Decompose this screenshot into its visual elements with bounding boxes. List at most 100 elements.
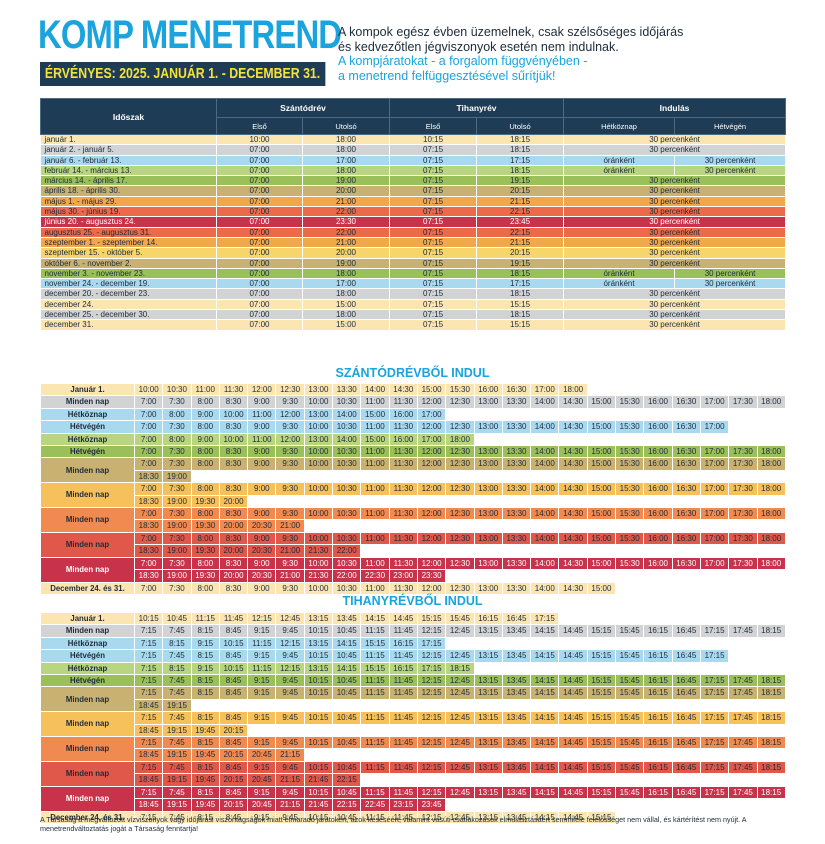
empty-cell — [756, 611, 786, 626]
intro-line: a menetrend felfüggesztésével sűrítjük! — [338, 68, 556, 83]
departure-time: 9:15 — [247, 649, 277, 663]
departure-time: 12:15 — [275, 661, 305, 676]
empty-cell — [558, 469, 588, 484]
tihany-last-cell: 18:15 — [476, 288, 565, 300]
departure-time: 10:45 — [332, 649, 362, 663]
departure-time: 13:30 — [501, 482, 532, 496]
departure-time: 12:00 — [416, 581, 447, 595]
departure-time: 19:15 — [162, 798, 192, 812]
period-cell: december 20. - december 23. — [40, 288, 217, 300]
departure-time: 9:15 — [247, 686, 277, 700]
departure-time: 10:15 — [303, 736, 334, 750]
empty-cell — [247, 723, 277, 738]
szantod-first-cell: 07:00 — [216, 175, 303, 187]
departure-time: 10:00 — [303, 457, 334, 471]
departure-time: 10:45 — [162, 611, 192, 626]
empty-cell — [558, 723, 588, 738]
departure-time: 10:30 — [332, 531, 362, 546]
empty-cell — [275, 469, 305, 484]
departure-time: 7:45 — [162, 760, 192, 775]
period-cell: március 14. - április 17. — [40, 175, 217, 187]
empty-cell — [586, 661, 617, 676]
departure-time: 13:30 — [501, 457, 532, 471]
empty-cell — [756, 748, 786, 762]
departure-time: 15:45 — [615, 624, 645, 638]
day-type-label: Minden nap — [40, 556, 135, 583]
schedule-row: december 24. 07:00 15:00 07:15 15:15 30 perce… — [40, 299, 787, 311]
empty-cell — [728, 798, 758, 812]
timetable-row: Minden nap 7:00 7:30 8:00 8:30 9:00 9:30 10:00 1… — [40, 556, 786, 583]
empty-cell — [615, 773, 645, 787]
szantod-last-cell: 19:00 — [302, 258, 391, 269]
frequency-cell: 30 percenként — [563, 216, 787, 228]
departure-time: 12:00 — [416, 445, 447, 459]
departure-time: 12:30 — [445, 420, 475, 434]
empty-cell — [615, 661, 645, 676]
departure-time: 13:00 — [473, 420, 503, 434]
frequency-cell: 30 percenként — [563, 258, 787, 269]
szantod-last-cell: 20:00 — [302, 247, 391, 259]
departure-time: 10:15 — [303, 711, 334, 725]
departure-time: 16:30 — [671, 556, 701, 571]
tihany-last-cell: 18:15 — [476, 134, 565, 146]
empty-cell — [530, 723, 560, 738]
empty-cell — [699, 723, 730, 738]
departure-time: 14:15 — [530, 649, 560, 663]
departure-time: 14:15 — [530, 810, 560, 824]
empty-cell — [756, 382, 786, 397]
empty-cell — [643, 519, 673, 533]
departure-time: 19:00 — [162, 494, 192, 509]
timetable-row: Hétköznap 7:15 8:15 9:15 10:15 11:15 12:15 13:1… — [40, 636, 786, 651]
departure-time: 11:30 — [388, 395, 418, 409]
departure-time: 12:30 — [445, 445, 475, 459]
tihany-last-cell: 17:15 — [476, 155, 565, 166]
departure-time: 12:00 — [275, 407, 305, 422]
departure-time: 12:45 — [445, 649, 475, 663]
departure-time: 22:15 — [332, 798, 362, 812]
departure-time: 7:30 — [162, 420, 192, 434]
departure-time: 18:00 — [558, 382, 588, 397]
empty-cell — [615, 494, 645, 509]
departure-time: 16:15 — [643, 711, 673, 725]
departure-time: 20:15 — [218, 748, 249, 762]
empty-cell — [728, 636, 758, 651]
departure-time: 15:45 — [615, 649, 645, 663]
departure-time: 17:45 — [728, 760, 758, 775]
empty-cell — [388, 494, 418, 509]
departure-time: 14:45 — [558, 649, 588, 663]
empty-cell — [643, 748, 673, 762]
empty-cell — [530, 407, 560, 422]
empty-cell — [190, 469, 220, 484]
empty-cell — [699, 661, 730, 676]
frequency-cell: 30 percenként — [563, 134, 787, 146]
period-cell: április 18. - április 30. — [40, 185, 217, 197]
period-cell: augusztus 25. - augusztus 31. — [40, 227, 217, 238]
empty-cell — [218, 698, 249, 713]
departure-time: 14:00 — [530, 420, 560, 434]
empty-cell — [756, 723, 786, 738]
departure-time: 10:15 — [303, 760, 334, 775]
departure-time: 13:45 — [501, 736, 532, 750]
header-tihany-first: Első — [389, 117, 478, 135]
empty-cell — [558, 494, 588, 509]
departure-time: 16:15 — [643, 785, 673, 800]
schedule-row: december 20. - december 23. 07:00 18:00 07:… — [40, 288, 787, 300]
departure-time: 12:15 — [416, 674, 447, 688]
empty-cell — [728, 432, 758, 447]
departure-time: 8:45 — [218, 736, 249, 750]
empty-cell — [699, 611, 730, 626]
empty-cell — [728, 723, 758, 738]
szantod-first-cell: 07:00 — [216, 165, 303, 177]
departure-time: 15:15 — [586, 674, 617, 688]
departure-time: 10:45 — [332, 736, 362, 750]
departure-time: 16:45 — [501, 611, 532, 626]
departure-time: 17:00 — [416, 407, 447, 422]
departure-time: 10:30 — [332, 457, 362, 471]
timetable-row: Minden nap 7:00 7:30 8:00 8:30 9:00 9:30 10:00 1… — [40, 482, 786, 509]
empty-cell — [388, 469, 418, 484]
departure-time: 20:00 — [218, 544, 249, 558]
timetable-row: Minden nap 7:15 7:45 8:15 8:45 9:15 9:45 10:15 1… — [40, 624, 786, 638]
departure-time: 7:00 — [133, 556, 164, 571]
departure-time: 14:45 — [388, 611, 418, 626]
empty-cell — [728, 649, 758, 663]
